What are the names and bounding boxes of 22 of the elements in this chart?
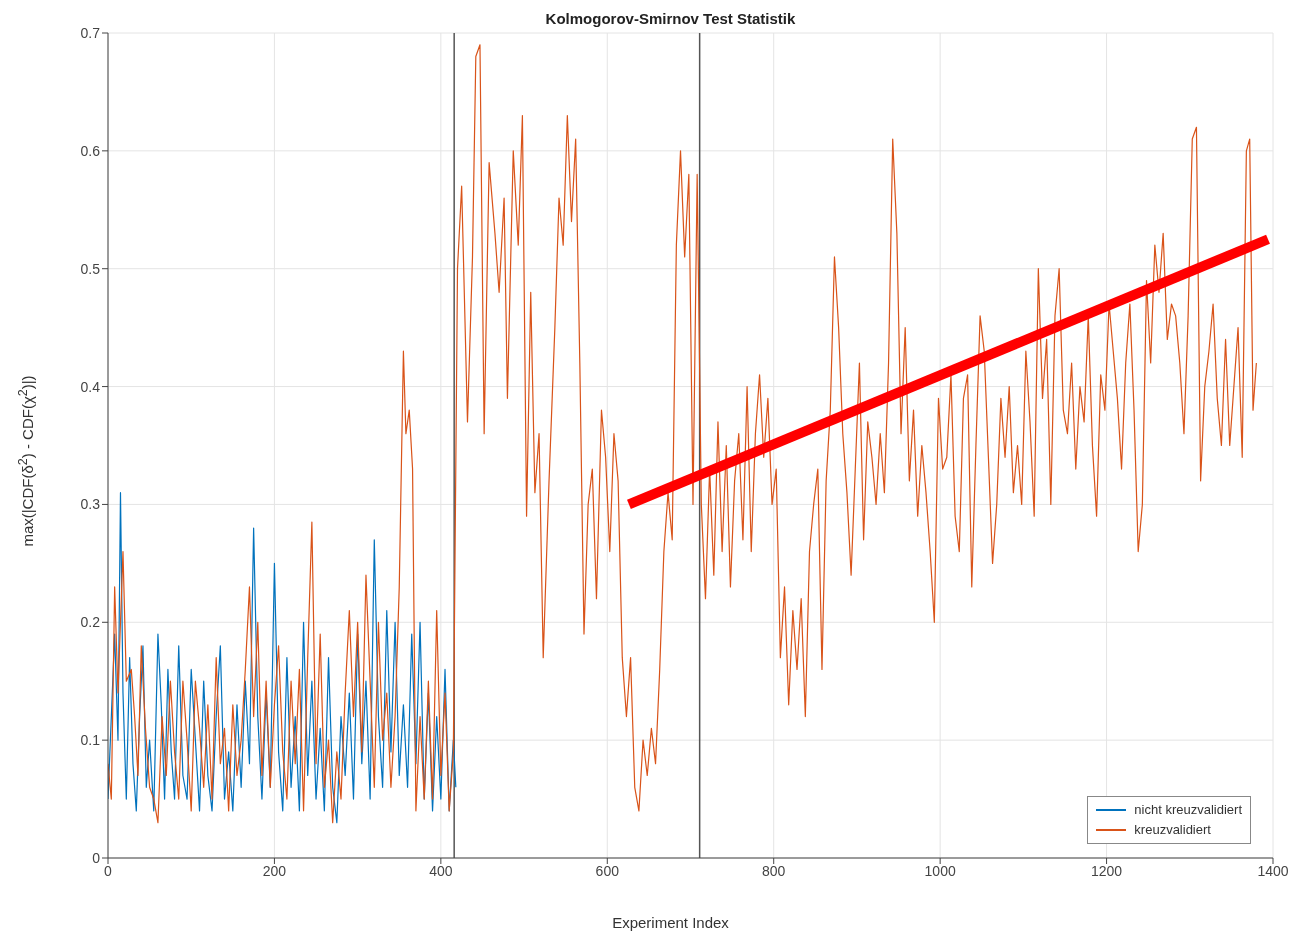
line-series <box>108 492 457 824</box>
x-axis-title: Experiment Index <box>611 914 730 931</box>
x-tick-label: 200 <box>262 862 287 879</box>
line-series <box>108 44 1257 824</box>
x-tick-label: 400 <box>429 862 453 879</box>
x-tick-label: 800 <box>762 862 786 879</box>
legend-label: kreuzvalidiert <box>1134 821 1211 839</box>
y-tick-label: 0.7 <box>80 24 101 41</box>
legend-label: nicht kreuzvalidiert <box>1134 801 1242 819</box>
chart-title: Kolmogorov-Smirnov Test Statistik <box>545 10 796 27</box>
y-tick-label: 0.2 <box>80 614 101 631</box>
y-tick-label: 0.4 <box>80 378 101 395</box>
x-tick-label: 600 <box>595 862 620 879</box>
y-tick-label: 0.5 <box>80 260 101 277</box>
y-tick-label: 0 <box>92 849 101 866</box>
x-tick-label: 1400 <box>1257 862 1289 879</box>
y-tick-label: 0.6 <box>80 142 101 159</box>
x-tick-label: 1000 <box>924 862 956 879</box>
y-tick-label: 0.3 <box>80 496 101 513</box>
y-tick-label: 0.1 <box>80 732 101 749</box>
x-tick-label: 0 <box>104 862 113 879</box>
x-tick-label: 1200 <box>1090 862 1123 879</box>
